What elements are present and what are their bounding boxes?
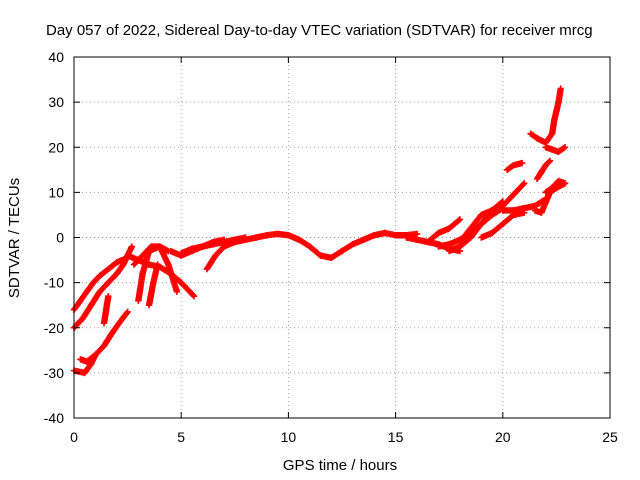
y-tick-label: 10 — [48, 184, 64, 200]
x-tick-label: 10 — [281, 429, 297, 445]
series-arc-4 — [77, 308, 131, 365]
x-tick-label: 20 — [495, 429, 511, 445]
data-point — [455, 217, 462, 224]
y-tick-label: -10 — [44, 275, 64, 291]
y-tick-label: -30 — [44, 365, 64, 381]
series-arc-25 — [542, 144, 569, 155]
data-point — [519, 181, 527, 188]
y-tick-label: 0 — [56, 230, 64, 246]
series-arc-8 — [135, 243, 172, 304]
x-axis-label: GPS time / hours — [283, 457, 397, 474]
y-tick-label: 20 — [48, 139, 64, 155]
data-point — [242, 234, 249, 241]
series-arc-26 — [548, 85, 564, 137]
y-tick-label: -40 — [44, 410, 64, 426]
series-arc-5 — [100, 292, 112, 327]
y-tick-label: 40 — [48, 49, 64, 65]
data-point — [189, 291, 197, 299]
series-arc-12 — [178, 234, 249, 257]
data-point — [128, 243, 136, 250]
x-tick-label: 0 — [70, 429, 78, 445]
data-point — [561, 180, 569, 187]
data-point — [154, 261, 161, 268]
x-tick-label: 15 — [388, 429, 404, 445]
series-arc-18 — [478, 209, 528, 241]
y-tick-label: 30 — [48, 94, 64, 110]
data-point — [413, 230, 421, 238]
axis-ticks: 0 5 10 15 20 25 40 30 20 10 0 -10 -20 -30 -40 — [44, 49, 618, 445]
data-points — [70, 85, 569, 377]
data-point — [557, 85, 564, 92]
grid-lines — [74, 57, 610, 418]
y-tick-label: -20 — [44, 320, 64, 336]
series-arc-11 — [203, 229, 421, 273]
x-tick-label: 5 — [177, 429, 185, 445]
data-point — [456, 216, 464, 223]
data-point — [190, 292, 198, 300]
data-point — [545, 158, 553, 166]
series-arc-22 — [533, 157, 554, 183]
y-axis-label: SDTVAR / TECUs — [6, 178, 23, 298]
series-arc-21 — [542, 177, 569, 196]
data-point — [546, 157, 554, 164]
data-point — [105, 292, 112, 300]
series-arc-14 — [424, 216, 464, 246]
data-point — [521, 180, 528, 187]
series-arc-24 — [527, 130, 556, 146]
x-tick-label: 25 — [602, 429, 618, 445]
data-point — [560, 144, 567, 152]
data-point — [518, 159, 526, 167]
series-arc-1 — [70, 254, 131, 313]
data-point — [173, 288, 181, 295]
series-arc-9 — [145, 261, 161, 309]
data-point — [124, 308, 131, 316]
data-point — [123, 310, 130, 317]
data-point — [561, 144, 569, 151]
chart-title: Day 057 of 2022, Sidereal Day-to-day VTE… — [46, 22, 593, 39]
series-arc-23 — [503, 159, 526, 174]
